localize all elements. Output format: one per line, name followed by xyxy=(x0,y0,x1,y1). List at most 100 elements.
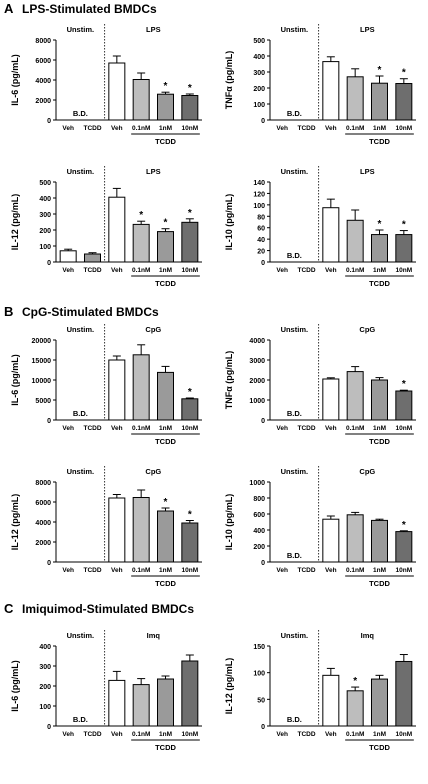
bar xyxy=(181,660,199,727)
below-detection-label: B.D. xyxy=(287,715,302,724)
treatment-label: TCDD xyxy=(155,743,176,752)
bar xyxy=(395,83,413,121)
y-tick-label: 20 xyxy=(257,249,265,256)
y-tick-label: 100 xyxy=(39,244,51,251)
bar xyxy=(395,390,413,421)
chart-a-il12: 0 100 200 300 400 500 IL-12 (pg/mL) Unstim. LPS V… xyxy=(10,166,202,288)
y-tick-label: 4000 xyxy=(35,520,51,527)
x-tick-label: TCDD xyxy=(297,125,315,132)
x-tick-label: 1nM xyxy=(373,267,386,274)
treatment-label: TCDD xyxy=(369,437,390,446)
x-tick-label: 0.1nM xyxy=(346,267,364,274)
x-tick-label: 10nM xyxy=(182,731,199,738)
y-tick-label: 200 xyxy=(39,228,51,235)
y-tick-label: 600 xyxy=(253,512,265,519)
bar xyxy=(181,95,199,121)
y-tick-label: 0 xyxy=(47,560,51,567)
y-tick-label: 0 xyxy=(261,260,265,267)
below-detection-label: B.D. xyxy=(287,109,302,118)
x-tick-label: 0.1nM xyxy=(132,567,150,574)
x-tick-label: 1nM xyxy=(159,267,172,274)
y-tick-label: 100 xyxy=(253,102,265,109)
bar xyxy=(157,510,174,563)
unstim-header: Unstim. xyxy=(281,325,309,334)
bar xyxy=(108,62,126,121)
significance-star: * xyxy=(188,387,192,398)
chart-b-il6: 0 5000 10000 15000 20000 IL-6 (pg/mL) Unstim. C… xyxy=(10,324,202,446)
chart-a-il6: 0 2000 4000 6000 8000 IL-6 (pg/mL) Unstim. LPS V… xyxy=(10,24,202,146)
bar xyxy=(157,93,174,121)
bar xyxy=(181,221,199,263)
y-tick-label: 8000 xyxy=(35,480,51,487)
bar xyxy=(346,76,364,121)
significance-star: * xyxy=(378,65,382,76)
below-detection-label: B.D. xyxy=(73,109,88,118)
x-tick-label: TCDD xyxy=(83,267,101,274)
y-tick-label: 100 xyxy=(253,671,265,678)
y-tick-label: 120 xyxy=(253,191,265,198)
bar xyxy=(108,679,126,727)
y-tick-label: 2000 xyxy=(35,540,51,547)
y-tick-label: 20000 xyxy=(32,338,52,345)
y-tick-label: 4000 xyxy=(249,338,265,345)
chart-c-il12: 0 50 100 150 IL-12 (pg/mL) Unstim. Imq Veh TCDD V… xyxy=(224,630,416,752)
bar xyxy=(322,61,340,121)
chart-b-tnfa: 0 1000 2000 3000 4000 TNFα (pg/mL) Unstim. CpG V… xyxy=(224,324,416,446)
y-tick-label: 100 xyxy=(39,704,51,711)
bar xyxy=(371,519,388,563)
significance-star: * xyxy=(402,379,406,390)
bar xyxy=(108,359,126,421)
y-tick-label: 0 xyxy=(47,118,51,125)
section-letter-a: A xyxy=(4,1,14,16)
significance-star: * xyxy=(402,68,406,79)
y-axis-label: IL-12 (pg/mL) xyxy=(224,658,234,715)
significance-star: * xyxy=(164,497,168,508)
y-axis-label: IL-10 (pg/mL) xyxy=(224,194,234,251)
x-tick-label: Veh xyxy=(111,425,123,432)
bar xyxy=(157,678,174,727)
y-tick-label: 200 xyxy=(39,684,51,691)
x-tick-label: 10nM xyxy=(182,267,199,274)
x-tick-label: TCDD xyxy=(83,567,101,574)
x-tick-label: 0.1nM xyxy=(132,267,150,274)
significance-star: * xyxy=(164,81,168,92)
y-tick-label: 200 xyxy=(253,544,265,551)
treatment-label: TCDD xyxy=(369,137,390,146)
significance-star: * xyxy=(402,520,406,531)
x-tick-label: Veh xyxy=(62,567,74,574)
bar xyxy=(59,250,77,263)
y-tick-label: 400 xyxy=(253,54,265,61)
y-tick-label: 100 xyxy=(253,203,265,210)
treatment-label: TCDD xyxy=(369,579,390,588)
unstim-header: Unstim. xyxy=(67,325,95,334)
bar xyxy=(395,660,413,727)
x-tick-label: TCDD xyxy=(83,425,101,432)
x-tick-label: TCDD xyxy=(83,125,101,132)
x-tick-label: TCDD xyxy=(297,567,315,574)
x-tick-label: 1nM xyxy=(373,731,386,738)
bar xyxy=(346,690,364,727)
y-tick-label: 140 xyxy=(253,180,265,187)
significance-star: * xyxy=(164,218,168,229)
unstim-header: Unstim. xyxy=(281,25,309,34)
y-tick-label: 400 xyxy=(39,644,51,651)
y-tick-label: 1000 xyxy=(249,398,265,405)
bar xyxy=(371,234,388,263)
section-letter-c: C xyxy=(4,601,14,616)
y-tick-label: 0 xyxy=(261,560,265,567)
significance-star: * xyxy=(188,83,192,94)
y-tick-label: 0 xyxy=(47,260,51,267)
x-tick-label: 0.1nM xyxy=(346,731,364,738)
below-detection-label: B.D. xyxy=(287,409,302,418)
treatment-label: TCDD xyxy=(155,579,176,588)
y-tick-label: 0 xyxy=(261,724,265,731)
chart-b-il12: 0 2000 4000 6000 8000 IL-12 (pg/mL) Unstim. CpG… xyxy=(10,466,202,588)
x-tick-label: 1nM xyxy=(159,567,172,574)
y-tick-label: 80 xyxy=(257,214,265,221)
x-tick-label: 1nM xyxy=(373,567,386,574)
y-tick-label: 8000 xyxy=(35,38,51,45)
below-detection-label: B.D. xyxy=(73,409,88,418)
y-axis-label: TNFα (pg/mL) xyxy=(224,51,234,110)
unstim-header: Unstim. xyxy=(67,25,95,34)
y-tick-label: 3000 xyxy=(249,358,265,365)
